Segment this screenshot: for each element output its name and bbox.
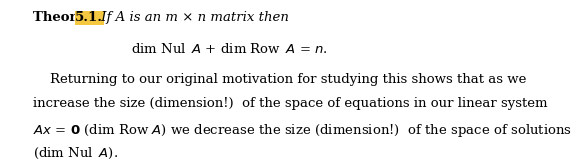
Text: increase the size (dimension!)  of the space of equations in our linear system: increase the size (dimension!) of the sp…	[33, 97, 548, 110]
Text: dim Nul  $A$ + dim Row  $A$ = $n$.: dim Nul $A$ + dim Row $A$ = $n$.	[131, 42, 328, 56]
Text: (dim Nul  $A$).: (dim Nul $A$).	[33, 146, 118, 161]
Text: If A is an m × n matrix then: If A is an m × n matrix then	[97, 11, 289, 24]
Text: Returning to our original motivation for studying this shows that as we: Returning to our original motivation for…	[33, 73, 527, 86]
Text: Theorem: Theorem	[33, 11, 104, 24]
Text: $Ax$ = $\mathbf{0}$ (dim Row $A$) we decrease the size (dimension!)  of the spac: $Ax$ = $\mathbf{0}$ (dim Row $A$) we dec…	[33, 122, 572, 139]
Text: 5.1.: 5.1.	[75, 11, 103, 24]
